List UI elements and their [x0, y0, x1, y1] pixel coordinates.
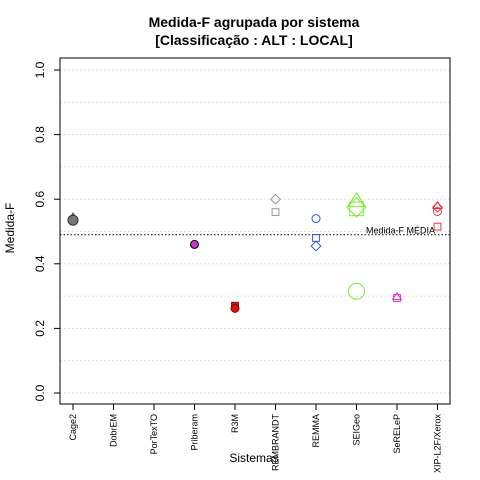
reference-line-group: Medida-F MÉDIA: [60, 226, 450, 236]
point-circle: [230, 303, 240, 313]
point-triangle: [391, 291, 403, 301]
x-tick-label: SEIGeo: [352, 414, 362, 446]
point-diamond: [310, 240, 322, 252]
y-tick-label: 0.0: [33, 384, 47, 401]
x-tick-label: XIP-L2F/Xerox: [433, 414, 443, 474]
point-triangle: [346, 191, 367, 208]
x-tick-label: Priberam: [190, 414, 200, 451]
point-circle: [311, 214, 321, 224]
x-axis-label: Sistemas: [229, 451, 278, 465]
y-tick-label: 1.0: [33, 61, 47, 78]
y-tick-label: 0.2: [33, 320, 47, 337]
x-axis: Cage2 DobrEM PorTexTO Priberam R3M REMBRANDT R…: [68, 404, 443, 473]
x-tick-label: REMBRANDT: [271, 414, 281, 472]
point-circle: [433, 206, 442, 216]
chart-title: Medida-F agrupada por sistema: [149, 14, 360, 30]
point-square: [349, 201, 364, 217]
x-tick-label: Cage2: [68, 414, 78, 441]
data-points: [67, 191, 444, 313]
x-tick-label: PorTexTO: [149, 414, 159, 454]
point-square: [271, 208, 280, 217]
point-circle: [190, 239, 199, 249]
point-diamond: [431, 201, 444, 213]
y-tick-label: 0.6: [33, 191, 47, 208]
y-tick-label: 0.8: [33, 126, 47, 143]
point-circle: [348, 282, 365, 300]
point-diamond: [269, 193, 282, 205]
y-axis-label: Medida-F: [3, 203, 17, 254]
point-circle: [67, 214, 79, 226]
plot-frame: [59, 57, 451, 405]
reference-line-label: Medida-F MÉDIA: [366, 226, 435, 236]
y-axis: 0.0 0.2 0.4 0.6 0.8 1.0: [33, 61, 60, 401]
x-tick-label: DobrEM: [109, 414, 119, 447]
x-tick-label: REMMA: [311, 414, 321, 448]
x-tick-label: R3M: [230, 414, 240, 433]
y-tick-label: 0.4: [33, 255, 47, 272]
grid: [60, 69, 450, 394]
point-square: [393, 294, 401, 302]
point-square: [433, 222, 442, 231]
chart-subtitle: [Classificação : ALT : LOCAL]: [155, 32, 353, 48]
x-tick-label: SeRELeP: [392, 414, 402, 454]
